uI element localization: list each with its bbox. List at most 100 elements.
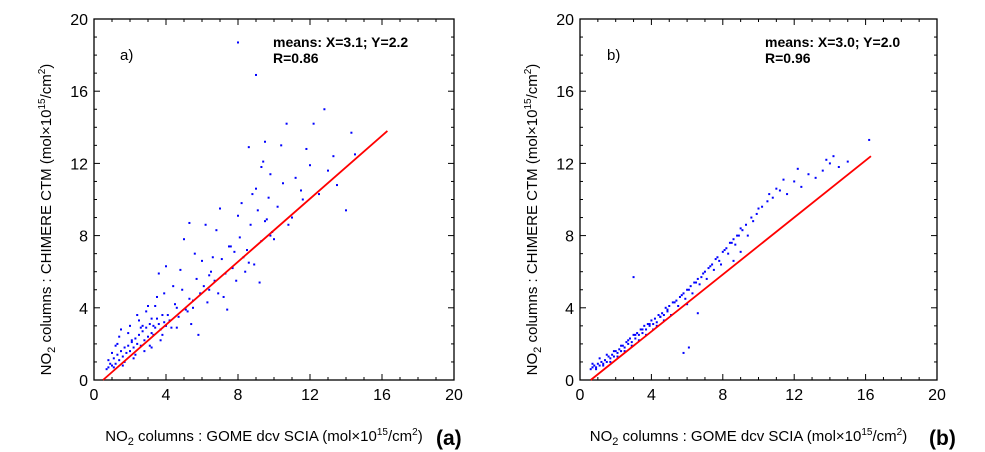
data-point [206, 301, 209, 304]
data-point [698, 283, 701, 286]
data-point [208, 274, 211, 277]
data-point [634, 337, 637, 340]
data-point [163, 292, 166, 295]
y-tick-label: 0 [79, 373, 88, 390]
data-point [246, 249, 248, 252]
data-point [134, 353, 137, 356]
data-point [639, 328, 642, 331]
data-point [156, 317, 158, 320]
data-point [226, 308, 229, 311]
data-point [181, 288, 184, 291]
data-point [589, 368, 592, 371]
data-point [219, 207, 221, 210]
y-axis-label: NO2 columns : CHIMERE CTM (mol×1015/cm2) [37, 64, 58, 376]
data-point [796, 167, 799, 170]
y-tick-label: 4 [79, 301, 88, 318]
data-point [750, 216, 753, 219]
data-point [114, 344, 117, 347]
y-tick-label: 20 [70, 12, 88, 29]
data-point [648, 323, 651, 326]
data-point [255, 73, 257, 76]
data-point [814, 176, 817, 179]
x-tick-label: 20 [928, 387, 946, 404]
data-point [682, 351, 685, 354]
data-point [116, 353, 119, 356]
data-point [145, 310, 148, 313]
data-point [682, 292, 685, 295]
x-tick-label: 0 [90, 387, 99, 404]
data-point [127, 332, 130, 335]
data-point [175, 306, 178, 309]
data-point [134, 337, 137, 340]
data-point [705, 277, 708, 280]
data-point [287, 223, 290, 226]
scatter-panel-b: 0 4 8 12 16 20 0 4 8 12 16 20 b) means: X=3.0; Y=2.0R… [523, 12, 956, 450]
data-point [138, 333, 140, 336]
data-point [280, 144, 283, 147]
data-point [229, 245, 232, 248]
data-point [201, 259, 203, 262]
x-axis-label-mid: columns : GOME dcv SCIA (mol×10 [134, 428, 377, 445]
data-point [591, 366, 594, 369]
data-point [345, 209, 347, 212]
data-point [143, 350, 146, 353]
data-point [723, 249, 726, 252]
x-tick-label: 4 [162, 387, 171, 404]
data-point [148, 344, 151, 347]
data-point [653, 317, 656, 320]
data-point [197, 333, 200, 336]
data-point [199, 292, 202, 295]
data-point [309, 164, 311, 167]
data-point [720, 263, 723, 266]
data-point [598, 364, 601, 367]
data-point [163, 321, 166, 324]
data-point [641, 332, 644, 335]
data-point [202, 285, 205, 288]
data-point [210, 270, 212, 273]
data-point [778, 189, 781, 192]
scatter-panel-a: 0 4 8 12 16 20 0 4 8 12 16 20 a) means: X=3.1; Y=2.2R… [37, 12, 463, 450]
data-point [677, 304, 680, 307]
data-point [264, 140, 266, 143]
data-point [107, 366, 110, 369]
data-point [256, 209, 259, 212]
data-point [114, 362, 117, 365]
data-point [737, 234, 740, 237]
y-tick-label: 20 [556, 12, 574, 29]
data-point [623, 346, 626, 349]
y-axis-label-end: ) [38, 64, 55, 69]
data-point [143, 339, 146, 342]
data-point [686, 303, 689, 306]
data-point [782, 178, 785, 181]
data-point [172, 285, 175, 288]
y-axis-label-mid: columns : CHIMERE CTM (mol×10 [38, 110, 55, 347]
data-point [702, 272, 705, 275]
data-point [300, 189, 302, 192]
data-point [336, 184, 338, 187]
data-point [262, 160, 265, 163]
data-point [150, 346, 153, 349]
x-axis-label: NO2 columns : GOME dcv SCIA (mol×1015/cm… [105, 427, 422, 448]
data-point [258, 281, 261, 284]
data-point [591, 362, 594, 365]
data-point [222, 295, 225, 298]
data-point [127, 344, 130, 347]
data-point [130, 341, 133, 344]
data-point [686, 288, 689, 291]
data-point [636, 332, 639, 335]
y-axis-label-post: /cm [524, 74, 541, 98]
data-point [251, 193, 254, 196]
data-point [247, 261, 250, 264]
data-point [147, 304, 149, 307]
data-point [757, 207, 760, 210]
x-tick-label: 4 [647, 387, 656, 404]
x-axis-label-pre: NO [590, 428, 613, 445]
data-point [666, 308, 669, 311]
data-point [150, 332, 153, 335]
data-point [678, 295, 681, 298]
data-point [768, 193, 771, 196]
data-point [821, 169, 824, 172]
data-point [752, 220, 755, 223]
data-point [680, 294, 683, 297]
data-point [294, 176, 297, 179]
